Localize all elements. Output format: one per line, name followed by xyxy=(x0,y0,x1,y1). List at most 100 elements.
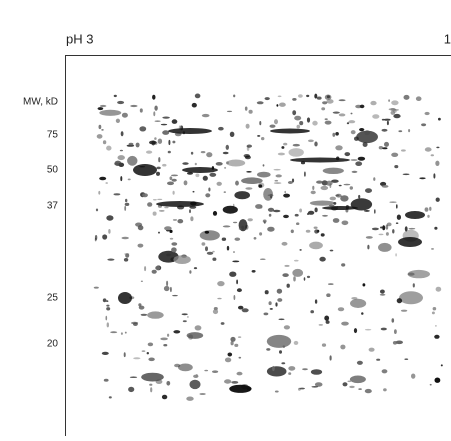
spot xyxy=(235,180,239,186)
spot xyxy=(281,362,286,365)
spot xyxy=(99,176,107,181)
spot xyxy=(326,99,334,104)
spot xyxy=(262,219,267,223)
spot xyxy=(217,297,222,300)
ph-left-label: pH 3 xyxy=(66,31,93,46)
spot xyxy=(128,142,134,146)
spot xyxy=(167,150,171,154)
spot xyxy=(401,149,406,152)
spot xyxy=(274,390,279,393)
spot xyxy=(101,129,104,131)
spot xyxy=(381,128,388,132)
spot xyxy=(290,157,350,163)
spot xyxy=(312,120,318,126)
mw-tick-label: 25 xyxy=(47,293,59,304)
spot xyxy=(99,104,107,108)
spot xyxy=(288,148,304,157)
spot xyxy=(106,304,110,307)
spot xyxy=(267,226,275,232)
spot xyxy=(331,179,339,183)
spot xyxy=(436,146,440,149)
spot xyxy=(108,396,112,399)
spot xyxy=(335,145,343,151)
spot xyxy=(292,110,297,116)
spot xyxy=(121,112,128,118)
spot xyxy=(244,106,248,111)
spot xyxy=(256,101,264,105)
spot xyxy=(362,142,368,147)
spot xyxy=(399,291,423,305)
spot xyxy=(293,340,299,345)
spot xyxy=(171,119,178,124)
spot xyxy=(133,164,157,176)
spot xyxy=(292,143,300,147)
spot xyxy=(370,100,377,106)
spot xyxy=(222,205,238,214)
spot xyxy=(147,342,154,347)
spot xyxy=(274,179,279,182)
spot xyxy=(273,209,281,213)
spot xyxy=(113,94,117,98)
spot xyxy=(286,283,290,288)
spot xyxy=(164,206,169,209)
spot xyxy=(398,237,422,247)
spot xyxy=(212,211,218,216)
spot xyxy=(232,260,240,263)
spot xyxy=(404,358,409,361)
spot xyxy=(427,214,430,218)
spot xyxy=(359,128,365,132)
spot xyxy=(97,107,104,111)
spot xyxy=(277,95,282,98)
spot xyxy=(321,107,326,111)
spot xyxy=(158,157,161,163)
spot xyxy=(393,110,397,113)
spot xyxy=(205,193,211,198)
spot xyxy=(149,140,157,145)
spot xyxy=(296,124,301,129)
spot xyxy=(234,343,239,347)
spot xyxy=(238,305,244,310)
spot xyxy=(114,160,122,166)
spot xyxy=(162,116,170,119)
spot xyxy=(222,225,231,228)
spot xyxy=(305,229,311,233)
spot xyxy=(245,123,250,129)
spot xyxy=(154,137,157,140)
spot xyxy=(171,178,177,182)
spot xyxy=(404,226,408,232)
spot xyxy=(378,242,392,252)
spot xyxy=(237,336,242,338)
spot xyxy=(227,352,233,357)
spot xyxy=(273,168,281,171)
spot xyxy=(316,180,323,184)
spot xyxy=(338,113,346,117)
spot xyxy=(189,379,201,390)
spot xyxy=(155,379,163,385)
spot xyxy=(344,152,351,157)
spot xyxy=(294,115,302,121)
spot xyxy=(434,377,441,383)
spot xyxy=(155,265,161,271)
spot xyxy=(277,298,283,302)
spot xyxy=(388,99,390,102)
spot xyxy=(230,341,234,346)
spot xyxy=(258,184,263,188)
spot xyxy=(171,174,178,177)
spot xyxy=(311,386,319,388)
spot xyxy=(177,219,184,224)
spot xyxy=(137,243,144,248)
spot xyxy=(382,147,388,150)
spot xyxy=(314,141,318,147)
spot xyxy=(168,139,171,146)
spot xyxy=(324,118,328,121)
spot xyxy=(371,227,379,231)
spot xyxy=(212,257,217,261)
spot xyxy=(161,394,168,400)
spot xyxy=(202,175,208,181)
spot xyxy=(190,216,194,222)
spot xyxy=(362,283,366,287)
spot xyxy=(95,208,99,212)
spot xyxy=(335,193,342,198)
spot xyxy=(294,213,299,217)
